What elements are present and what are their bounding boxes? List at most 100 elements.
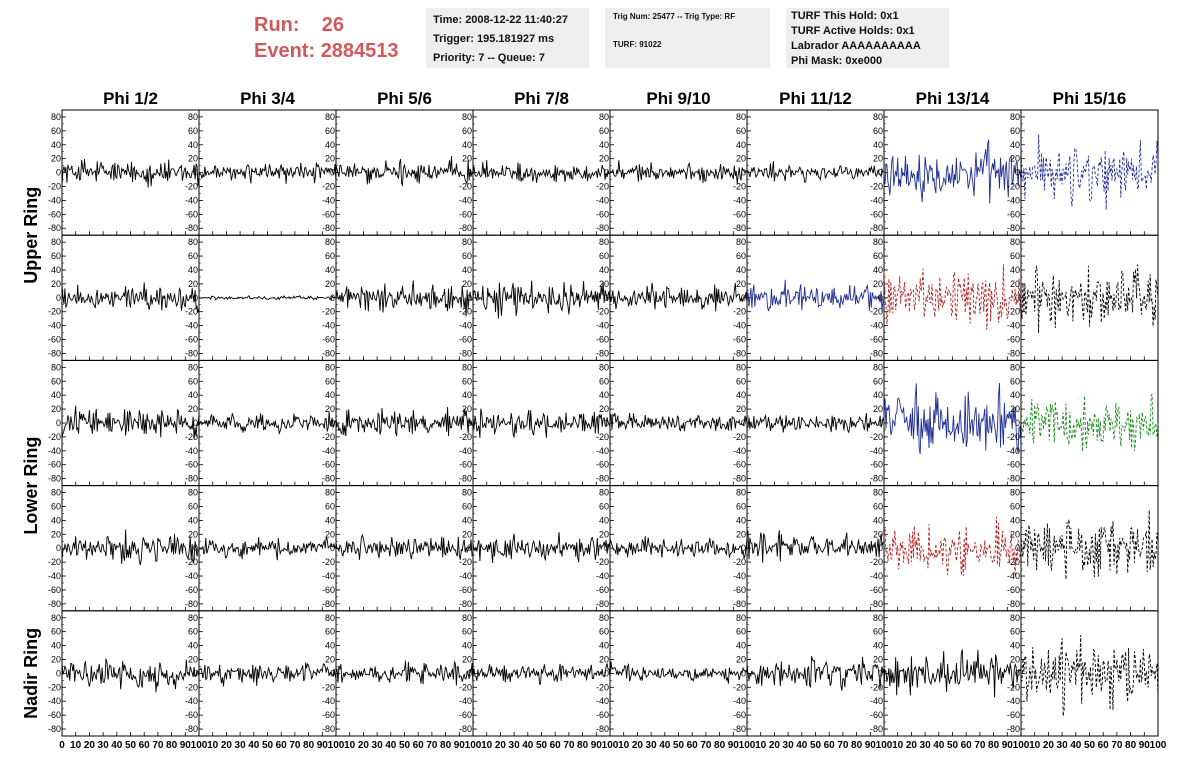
- y-tick-label: 60: [873, 251, 883, 261]
- y-tick-label: -80: [733, 599, 746, 609]
- run-label: Run:: [254, 14, 300, 36]
- y-tick-label: 80: [462, 613, 472, 623]
- y-tick-label: -40: [870, 696, 883, 706]
- y-tick-label: 80: [873, 112, 883, 122]
- y-tick-label: 80: [51, 488, 61, 498]
- y-tick-label: 60: [1010, 126, 1020, 136]
- y-tick-label: 80: [462, 362, 472, 372]
- ring-label-1: Upper Ring: [21, 187, 41, 284]
- y-tick-label: 80: [188, 237, 198, 247]
- x-tick-label: 80: [166, 740, 178, 751]
- event-line: Event: 2884513: [254, 38, 399, 64]
- y-tick-label: 80: [188, 613, 198, 623]
- column-header-2: Phi 3/4: [240, 89, 295, 108]
- y-tick-label: -40: [459, 696, 472, 706]
- x-tick-label: 20: [84, 740, 96, 751]
- y-tick-label: 0: [467, 293, 472, 303]
- y-tick-label: 60: [599, 627, 609, 637]
- y-tick-label: 20: [51, 279, 61, 289]
- y-tick-label: 40: [1010, 140, 1020, 150]
- y-tick-label: -20: [596, 557, 609, 567]
- x-tick-label: 40: [522, 740, 534, 751]
- x-tick-label: 70: [426, 740, 438, 751]
- y-tick-label: 40: [1010, 265, 1020, 275]
- y-tick-label: -40: [596, 571, 609, 581]
- y-tick-label: -60: [596, 710, 609, 720]
- y-tick-label: -60: [596, 335, 609, 345]
- y-tick-label: 20: [462, 529, 472, 539]
- y-tick-label: 40: [873, 515, 883, 525]
- phi-mask-text: Phi Mask: 0xe000: [791, 55, 883, 67]
- y-tick-label: 20: [325, 279, 335, 289]
- y-tick-label: 20: [51, 654, 61, 664]
- y-tick-label: 80: [599, 237, 609, 247]
- y-tick-label: 80: [325, 237, 335, 247]
- y-tick-label: 20: [599, 404, 609, 414]
- y-tick-label: 80: [736, 237, 746, 247]
- x-tick-label: 80: [303, 740, 315, 751]
- y-tick-label: -40: [1007, 321, 1020, 331]
- y-tick-label: -40: [322, 195, 335, 205]
- x-tick-label: 40: [248, 740, 260, 751]
- y-tick-label: -80: [322, 348, 335, 358]
- y-tick-label: 60: [325, 501, 335, 511]
- waveform-trace: [1020, 264, 1159, 334]
- x-tick-label: 10: [344, 740, 356, 751]
- y-tick-label: 80: [599, 362, 609, 372]
- y-tick-label: 0: [56, 293, 61, 303]
- y-tick-label: 60: [188, 627, 198, 637]
- x-tick-label: 80: [440, 740, 452, 751]
- y-tick-label: -60: [1007, 710, 1020, 720]
- waveform-trace: [746, 656, 885, 691]
- y-tick-label: -40: [733, 321, 746, 331]
- panel-frame: [1020, 610, 1159, 737]
- y-tick-label: -40: [596, 321, 609, 331]
- y-tick-label: 0: [604, 418, 609, 428]
- y-tick-label: 40: [462, 140, 472, 150]
- y-tick-label: 80: [736, 112, 746, 122]
- y-tick-label: 60: [188, 251, 198, 261]
- waveform-trace: [609, 661, 748, 684]
- y-tick-label: 60: [325, 126, 335, 136]
- y-tick-label: 80: [325, 613, 335, 623]
- y-tick-label: 80: [736, 362, 746, 372]
- y-tick-label: -60: [322, 585, 335, 595]
- y-tick-label: 0: [193, 668, 198, 678]
- y-tick-label: -20: [459, 307, 472, 317]
- y-tick-label: 60: [873, 501, 883, 511]
- y-tick-label: 60: [188, 126, 198, 136]
- y-tick-label: -20: [185, 557, 198, 567]
- y-tick-label: -20: [870, 432, 883, 442]
- y-tick-label: 0: [604, 668, 609, 678]
- y-tick-label: 0: [741, 293, 746, 303]
- y-tick-label: 80: [736, 613, 746, 623]
- y-tick-label: -80: [48, 474, 61, 484]
- y-tick-label: -80: [1007, 724, 1020, 734]
- y-tick-label: 0: [1015, 543, 1020, 553]
- y-tick-label: 20: [188, 404, 198, 414]
- x-tick-label: 80: [1125, 740, 1137, 751]
- y-tick-label: -60: [1007, 585, 1020, 595]
- time-text: Time: 2008-12-22 11:40:27: [433, 14, 568, 26]
- y-tick-label: -80: [459, 348, 472, 358]
- y-tick-label: 0: [741, 668, 746, 678]
- y-tick-label: 60: [736, 251, 746, 261]
- y-tick-label: 40: [1010, 641, 1020, 651]
- y-tick-label: 0: [1015, 668, 1020, 678]
- trig-num-text: Trig Num: 25477 -- Trig Type: RF: [613, 12, 736, 21]
- y-tick-label: -80: [48, 724, 61, 734]
- y-tick-label: 80: [325, 362, 335, 372]
- y-tick-label: 20: [599, 279, 609, 289]
- waveform-trace: [746, 412, 885, 434]
- x-tick-label: 20: [769, 740, 781, 751]
- y-tick-label: -60: [1007, 209, 1020, 219]
- turf-active-text: TURF Active Holds: 0x1: [791, 25, 915, 37]
- y-tick-label: -40: [185, 195, 198, 205]
- waveform-trace: [61, 405, 200, 440]
- y-tick-label: -60: [870, 460, 883, 470]
- x-tick-label: 70: [974, 740, 986, 751]
- waveform-trace: [1020, 393, 1159, 452]
- y-tick-label: 20: [599, 154, 609, 164]
- y-tick-label: 20: [51, 404, 61, 414]
- x-tick-label: 80: [988, 740, 1000, 751]
